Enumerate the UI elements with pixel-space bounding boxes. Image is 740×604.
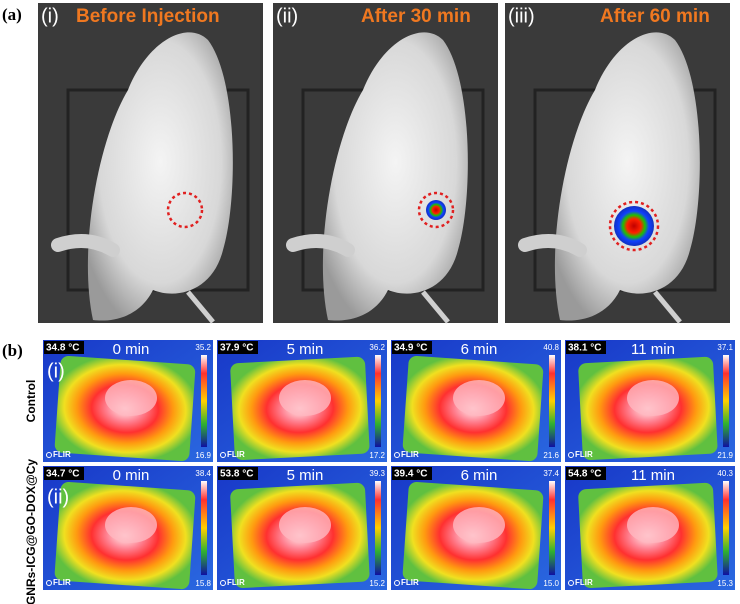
logo-mark — [568, 452, 574, 458]
scale-max: 39.3 — [369, 469, 385, 478]
scale-min: 21.9 — [717, 451, 733, 460]
hot-spot — [279, 507, 331, 543]
spot-temp: 37.9 °C — [220, 343, 253, 354]
color-bar — [375, 355, 381, 447]
signal-spot — [426, 200, 446, 220]
temp-box — [566, 467, 606, 480]
spot-temp: 34.8 °C — [46, 343, 79, 354]
roi-circle — [417, 191, 455, 229]
temp-box — [44, 467, 84, 480]
mouse-tail — [186, 290, 215, 324]
spot-temp: 34.9 °C — [394, 343, 427, 354]
time-label: 11 min — [631, 467, 675, 484]
mouse-body — [87, 32, 233, 321]
scale-max: 40.3 — [717, 469, 733, 478]
panel-index: (iii) — [508, 5, 535, 27]
scale-min: 17.2 — [369, 451, 385, 460]
time-label: 6 min — [461, 467, 498, 484]
logo-mark — [220, 452, 226, 458]
time-label: 0 min — [113, 467, 150, 484]
color-bar — [723, 481, 729, 575]
scale-min: 16.9 — [195, 451, 211, 460]
brand-logo: FLIR — [227, 450, 245, 459]
hot-spot — [279, 380, 331, 416]
brand-logo: FLIR — [575, 578, 593, 587]
brand-logo: FLIR — [227, 578, 245, 587]
mouse-leg — [51, 234, 120, 257]
spot-temp: 54.8 °C — [568, 469, 601, 480]
scale-max: 35.2 — [195, 343, 211, 352]
scale-max: 37.4 — [543, 469, 559, 478]
row-index: (ii) — [47, 486, 69, 508]
scale-min: 15.2 — [369, 579, 385, 588]
scale-max: 38.4 — [195, 469, 211, 478]
time-label: 11 min — [631, 341, 675, 358]
logo-mark — [46, 452, 52, 458]
temp-box — [218, 467, 258, 480]
hot-spot — [627, 507, 679, 543]
logo-mark — [394, 452, 400, 458]
logo-mark — [568, 580, 574, 586]
roi-circle — [608, 200, 660, 252]
color-bar — [549, 355, 555, 447]
time-label: 5 min — [287, 467, 324, 484]
mouse-body — [322, 32, 468, 321]
color-bar — [723, 355, 729, 447]
signal-spot — [614, 206, 654, 246]
row-label: Control — [24, 380, 38, 423]
temp-box — [566, 341, 606, 354]
part-label: (a) — [2, 5, 22, 24]
mouse-leg — [286, 234, 355, 257]
row-label: GNRs-ICG@GO-DOX@Cy — [24, 459, 38, 604]
temp-box — [392, 467, 432, 480]
part-label: (b) — [2, 341, 23, 360]
hot-spot — [453, 380, 505, 416]
scale-max: 36.2 — [369, 343, 385, 352]
mouse-body — [554, 32, 700, 321]
color-bar — [201, 481, 207, 575]
color-bar — [549, 481, 555, 575]
scale-min: 15.0 — [543, 579, 559, 588]
time-label: 6 min — [461, 341, 498, 358]
spot-temp: 34.7 °C — [46, 469, 79, 480]
brand-logo: FLIR — [401, 450, 419, 459]
mouse-tail — [421, 290, 450, 324]
logo-mark — [46, 580, 52, 586]
hot-spot — [105, 380, 157, 416]
scale-min: 15.3 — [717, 579, 733, 588]
hot-spot — [105, 507, 157, 543]
spot-temp: 53.8 °C — [220, 469, 253, 480]
spot-temp: 39.4 °C — [394, 469, 427, 480]
temp-box — [44, 341, 84, 354]
scale-max: 40.8 — [543, 343, 559, 352]
hot-spot — [627, 380, 679, 416]
brand-logo: FLIR — [53, 578, 71, 587]
hot-spot — [453, 507, 505, 543]
time-label: 0 min — [113, 341, 150, 358]
panel-title: After 30 min — [361, 6, 471, 27]
color-bar — [201, 355, 207, 447]
roi-circle — [166, 191, 204, 229]
panel-index: (ii) — [276, 5, 298, 27]
time-label: 5 min — [287, 341, 324, 358]
panel-title: Before Injection — [76, 6, 220, 27]
color-bar — [375, 481, 381, 575]
spot-temp: 38.1 °C — [568, 343, 601, 354]
mouse-leg — [518, 234, 587, 257]
scale-min: 15.8 — [195, 579, 211, 588]
scale-min: 21.6 — [543, 451, 559, 460]
row-index: (i) — [47, 360, 65, 382]
panel-index: (i) — [41, 5, 59, 27]
temp-box — [218, 341, 258, 354]
logo-mark — [220, 580, 226, 586]
scale-max: 37.1 — [717, 343, 733, 352]
brand-logo: FLIR — [53, 450, 71, 459]
brand-logo: FLIR — [401, 578, 419, 587]
logo-mark — [394, 580, 400, 586]
mouse-tail — [653, 290, 682, 324]
panel-title: After 60 min — [600, 6, 710, 27]
brand-logo: FLIR — [575, 450, 593, 459]
temp-box — [392, 341, 432, 354]
